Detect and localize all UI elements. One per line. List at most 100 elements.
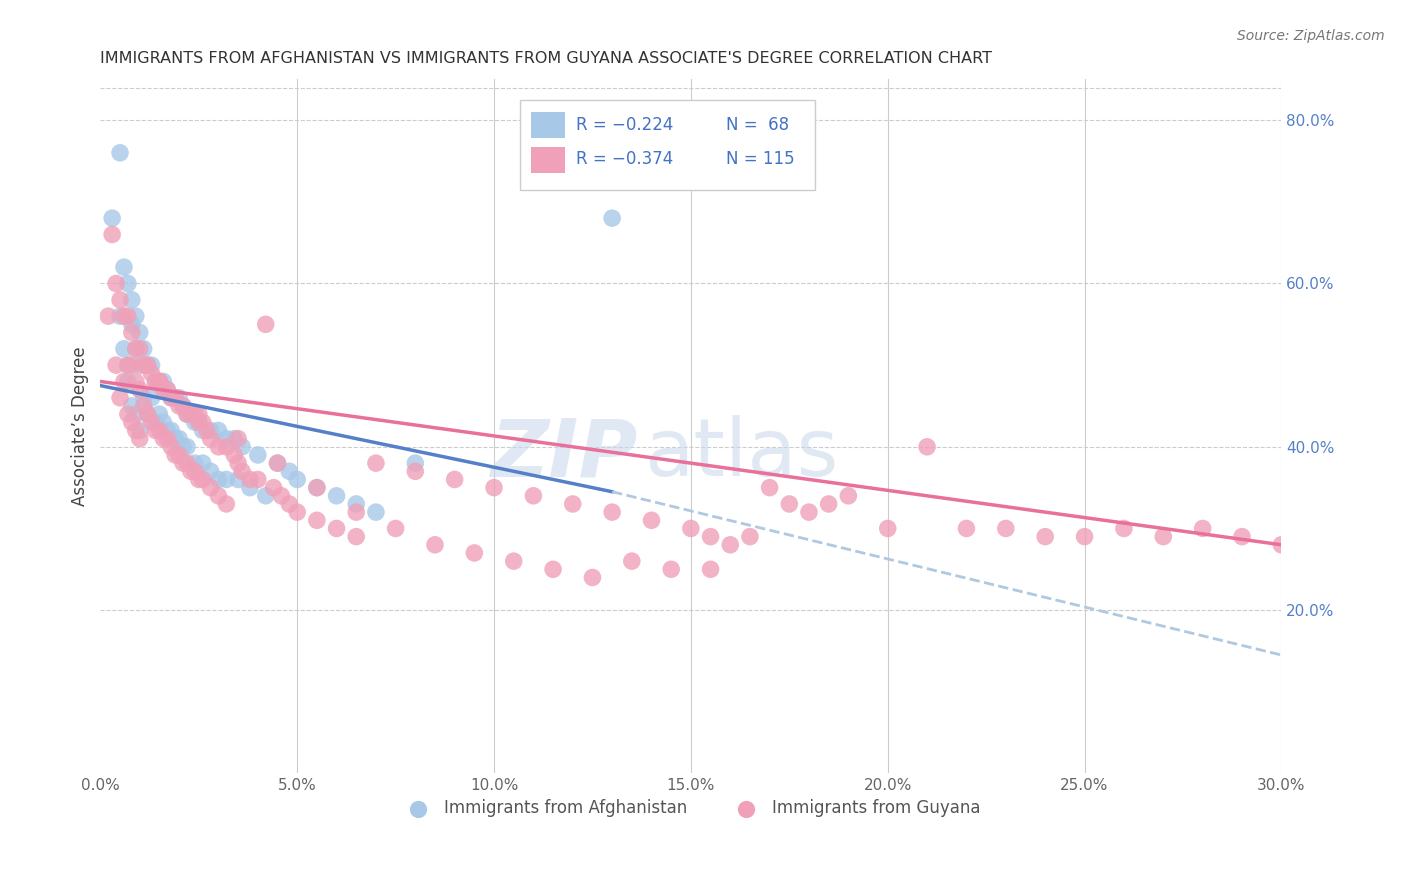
Point [224,448,246,462]
Point [200,432,222,446]
Bar [531,112,564,138]
Point [522,489,544,503]
Point [108,293,131,307]
Point [778,497,800,511]
Point [364,456,387,470]
Point [117,358,139,372]
Point [105,277,128,291]
Point [254,489,277,503]
Point [152,383,174,397]
Point [187,473,209,487]
Point [148,375,170,389]
Point [145,415,167,429]
Point [152,375,174,389]
Point [108,391,131,405]
Point [125,342,148,356]
Point [215,432,238,446]
Point [620,554,643,568]
Point [167,448,190,462]
Point [165,432,187,446]
Point [797,505,820,519]
Point [105,358,128,372]
Point [172,456,194,470]
Point [152,415,174,429]
Point [344,497,367,511]
Point [305,481,328,495]
Point [121,399,143,413]
Text: Source: ZipAtlas.com: Source: ZipAtlas.com [1237,29,1385,43]
Point [463,546,485,560]
Point [207,489,229,503]
Point [108,309,131,323]
Point [172,399,194,413]
Point [97,309,120,323]
Point [1112,521,1135,535]
Point [132,399,155,413]
Point [121,415,143,429]
Point [117,375,139,389]
Point [117,309,139,323]
Y-axis label: Associate’s Degree: Associate’s Degree [72,347,89,506]
Point [176,407,198,421]
Point [195,424,218,438]
Point [699,530,721,544]
Point [152,432,174,446]
Point [136,358,159,372]
Point [112,309,135,323]
Point [172,399,194,413]
Point [128,424,150,438]
Point [285,473,308,487]
FancyBboxPatch shape [520,100,815,190]
Point [180,407,202,421]
Point [101,211,124,226]
Point [141,391,163,405]
Point [443,473,465,487]
Point [148,375,170,389]
Point [679,521,702,535]
Point [191,456,214,470]
Text: R = −0.374: R = −0.374 [576,150,673,169]
Point [817,497,839,511]
Point [167,391,190,405]
Point [191,424,214,438]
Point [128,342,150,356]
Point [600,211,623,226]
Point [502,554,524,568]
Point [184,407,207,421]
Point [1073,530,1095,544]
Point [364,505,387,519]
Point [128,358,150,372]
Point [148,375,170,389]
Point [226,456,249,470]
Point [215,473,238,487]
Point [758,481,780,495]
Point [699,562,721,576]
Point [156,432,179,446]
Point [187,415,209,429]
Point [994,521,1017,535]
Point [541,562,564,576]
Point [167,432,190,446]
Point [305,481,328,495]
Point [165,391,187,405]
Point [141,415,163,429]
Point [160,440,183,454]
Point [955,521,977,535]
Point [125,342,148,356]
Point [285,505,308,519]
Point [246,448,269,462]
Point [561,497,583,511]
Point [1033,530,1056,544]
Point [200,424,222,438]
Point [384,521,406,535]
Point [263,481,285,495]
Point [117,407,139,421]
Point [200,464,222,478]
Point [184,464,207,478]
Point [128,326,150,340]
Point [876,521,898,535]
Point [128,432,150,446]
Text: atlas: atlas [644,415,838,493]
Point [344,505,367,519]
Point [184,456,207,470]
